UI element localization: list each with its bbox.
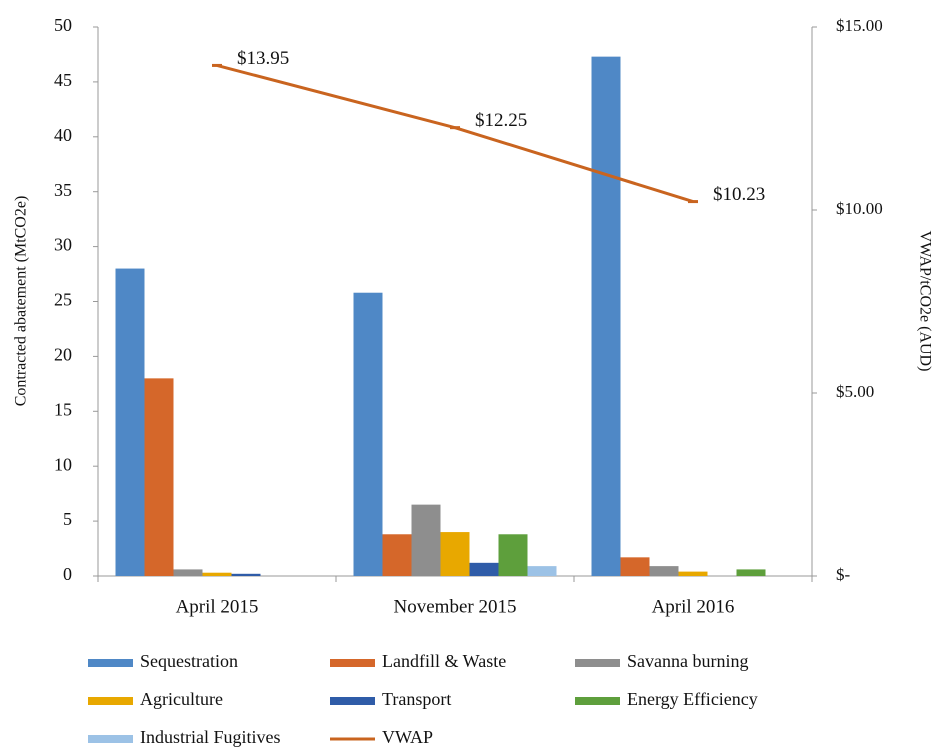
bar: [144, 378, 174, 576]
legend-label: Energy Efficiency: [627, 689, 758, 709]
bar: [620, 557, 650, 576]
legend-swatch: [330, 659, 375, 667]
y-tick-label: 45: [54, 70, 72, 90]
y-tick-label: 35: [54, 180, 72, 200]
legend-swatch: [575, 697, 620, 705]
legend-label: Agriculture: [140, 689, 223, 709]
legend-label: Savanna burning: [627, 651, 748, 671]
legend-swatch: [330, 697, 375, 705]
bar: [678, 571, 708, 576]
y-tick-label: 25: [54, 290, 72, 310]
bar: [591, 56, 621, 577]
y-tick-label: 20: [54, 345, 72, 365]
legend-label: Landfill & Waste: [382, 651, 506, 671]
y-tick-label: 30: [54, 235, 72, 255]
x-tick-label: November 2015: [394, 596, 517, 617]
bar: [469, 562, 499, 576]
bar: [353, 292, 383, 576]
y-tick-label: 5: [63, 509, 72, 529]
y-tick-label: 50: [54, 15, 72, 35]
legend-swatch: [88, 697, 133, 705]
legend-label: Transport: [382, 689, 451, 709]
y-axis-title: Contracted abatement (MtCO2e): [13, 196, 30, 407]
bar: [527, 566, 557, 576]
legend-label: Industrial Fugitives: [140, 727, 281, 747]
y-tick-label: 10: [54, 454, 72, 474]
y-tick-label: 0: [63, 564, 72, 584]
legend-swatch: [575, 659, 620, 667]
bar: [202, 572, 232, 576]
data-label: $10.23: [713, 184, 765, 205]
bar: [173, 569, 203, 576]
y2-tick-label: $-: [836, 565, 851, 584]
legend-swatch: [88, 735, 133, 743]
legend-swatch: [88, 659, 133, 667]
data-label: $12.25: [475, 110, 527, 131]
x-tick-label: April 2016: [652, 596, 735, 617]
legend-label: VWAP: [382, 727, 433, 747]
y2-tick-label: $5.00: [836, 382, 874, 401]
y-tick-label: 15: [54, 399, 72, 419]
data-label: $13.95: [237, 48, 289, 69]
bar: [115, 268, 145, 576]
x-tick-label: April 2015: [176, 596, 259, 617]
y2-tick-label: $10.00: [836, 199, 883, 218]
bar: [736, 569, 766, 576]
bar: [649, 566, 679, 576]
bar: [382, 534, 412, 576]
y2-axis-title: VWAP/tCO2e (AUD): [916, 231, 933, 372]
y-tick-label: 40: [54, 125, 72, 145]
y2-tick-label: $15.00: [836, 16, 883, 35]
bar: [231, 573, 261, 576]
legend-label: Sequestration: [140, 651, 238, 671]
bar: [440, 532, 470, 576]
bar: [411, 504, 441, 576]
bar: [498, 534, 528, 576]
line: [216, 63, 694, 204]
